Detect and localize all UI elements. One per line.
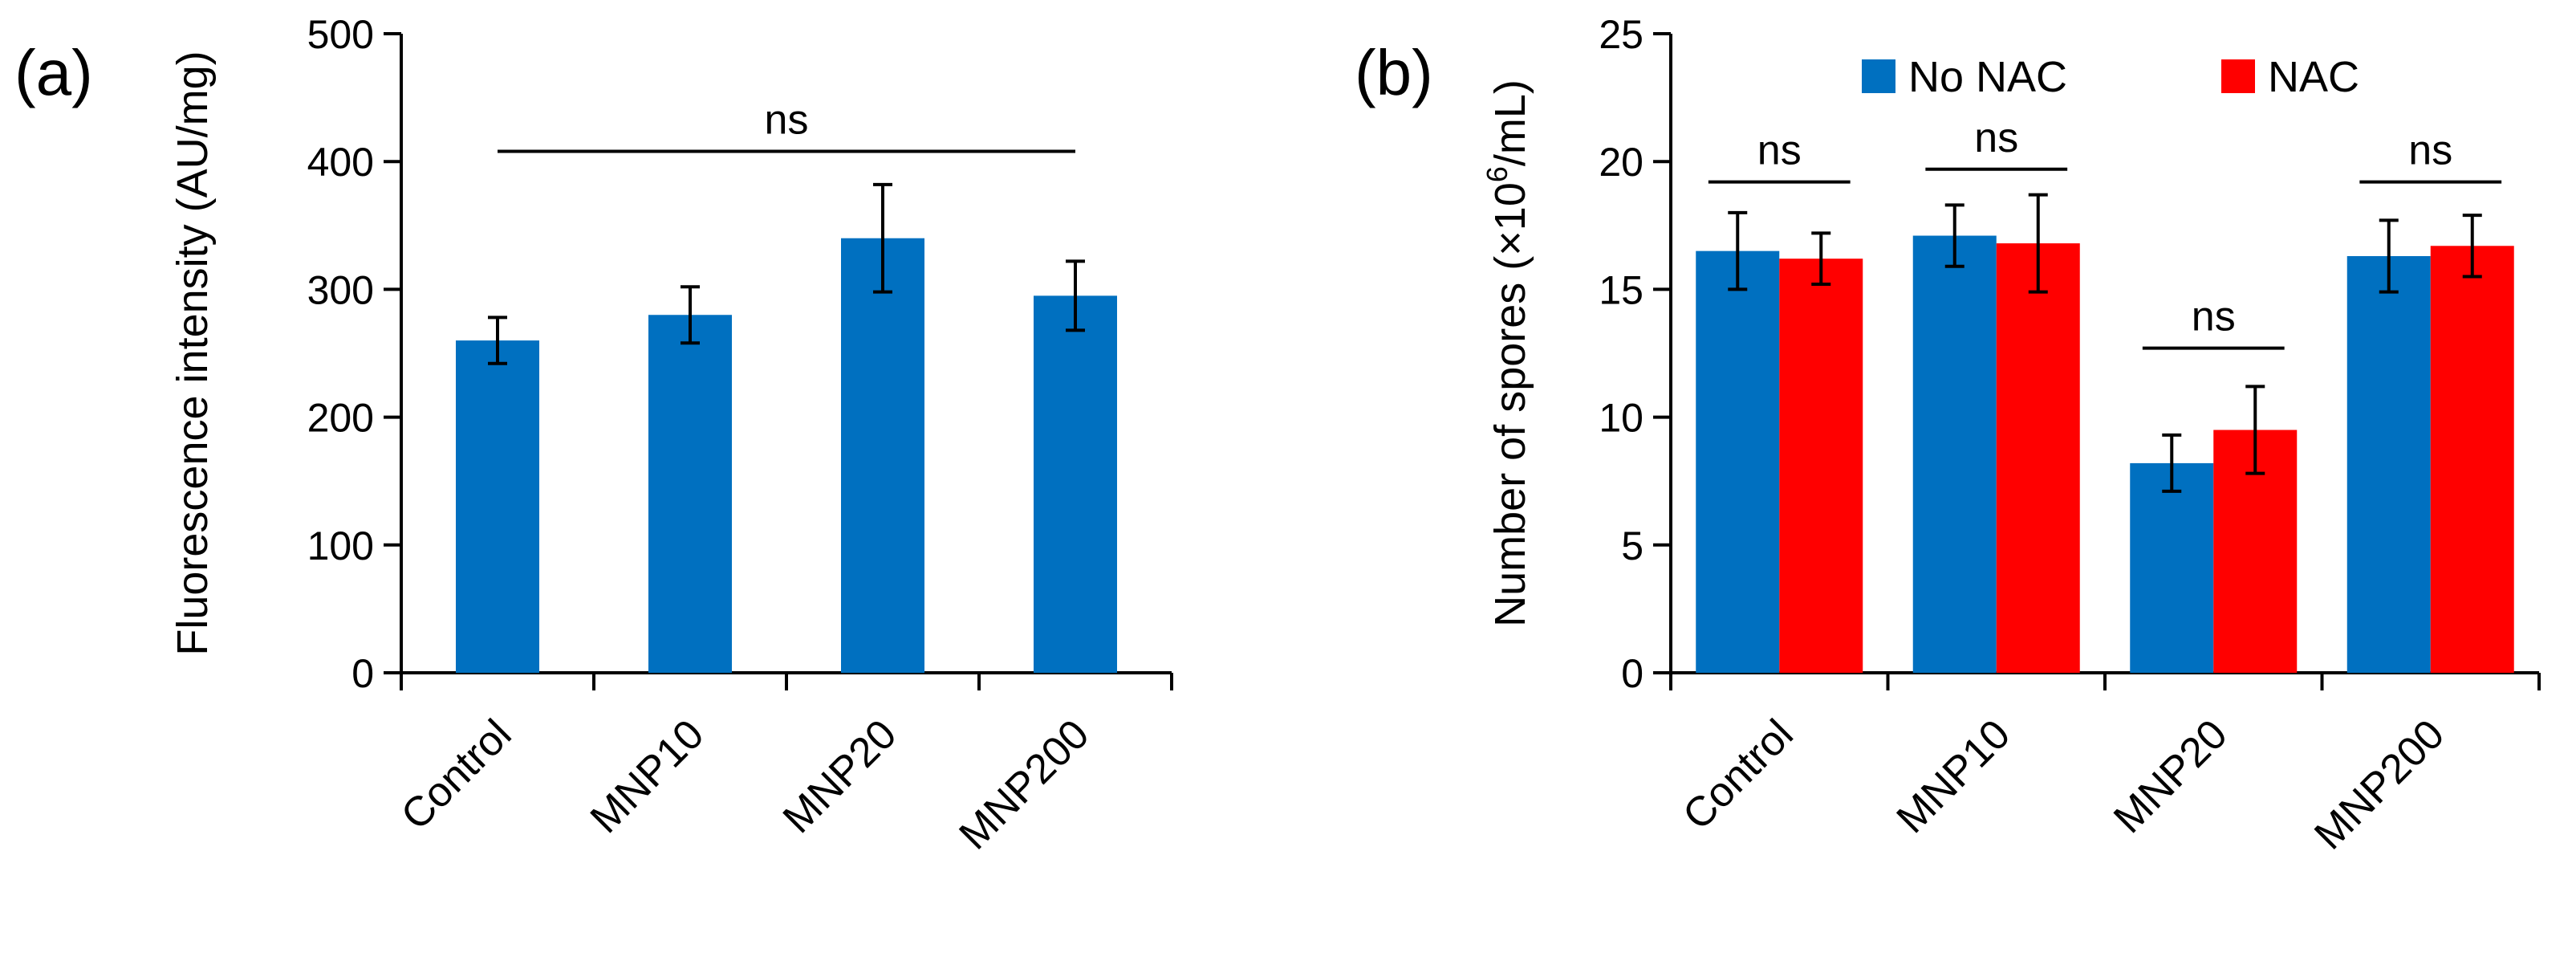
legend-swatch xyxy=(1862,59,1895,93)
legend-label: NAC xyxy=(2268,53,2359,101)
y-axis-title-suffix: /mL) xyxy=(1486,79,1534,166)
y-axis-title: Number of spores (×106/mL) xyxy=(1481,79,1534,627)
y-tick-label: 500 xyxy=(307,12,374,57)
panel-label: (b) xyxy=(1355,37,1433,108)
x-category-label: MNP10 xyxy=(1888,711,2020,842)
bar-nac xyxy=(1996,243,2080,673)
bar-no-nac xyxy=(1912,235,1997,673)
bar-value xyxy=(648,315,732,673)
bar-no-nac xyxy=(2346,256,2431,673)
y-tick-label: 10 xyxy=(1599,396,1644,441)
y-axis-title: Fluorescence intensity (AU/mg) xyxy=(169,51,217,655)
y-tick-label: 25 xyxy=(1599,12,1644,57)
significance-label: ns xyxy=(765,96,809,143)
panel-a-chart: (a) 0 100 200 300 400 500 Control MNP10 MNP20 MNP2… xyxy=(14,12,1173,859)
y-axis-title-exponent: 6 xyxy=(1481,166,1514,182)
x-category-label: MNP20 xyxy=(2105,711,2237,842)
significance-label: ns xyxy=(1974,115,2018,161)
y-tick-label: 0 xyxy=(1621,651,1644,696)
x-category-label: Control xyxy=(392,711,521,839)
y-tick-label: 100 xyxy=(307,523,374,568)
x-category-label: MNP200 xyxy=(2306,711,2453,858)
y-tick-label: 5 xyxy=(1621,523,1644,568)
y-tick-label: 20 xyxy=(1599,140,1644,185)
bar-nac xyxy=(1779,259,1863,673)
legend-swatch xyxy=(2221,59,2255,93)
x-category-label: Control xyxy=(1674,711,1802,839)
panel-label: (a) xyxy=(14,37,93,108)
y-tick-label: 0 xyxy=(351,651,374,696)
x-category-label: MNP10 xyxy=(582,711,713,842)
bar-no-nac xyxy=(1696,250,1780,673)
bar-value xyxy=(1034,295,1117,673)
bar-no-nac xyxy=(2130,462,2214,673)
significance-label: ns xyxy=(1757,128,1802,174)
y-tick-label: 400 xyxy=(307,140,374,185)
significance-label: ns xyxy=(2192,294,2236,340)
x-category-label: MNP20 xyxy=(774,711,906,842)
significance-label: ns xyxy=(2408,128,2452,174)
bar-value xyxy=(841,238,924,674)
panel-b-chart: (b) 0 5 10 15 20 25 Control MNP10 MNP20 MNP200 Numb… xyxy=(1355,12,2541,859)
bar-nac xyxy=(2430,246,2514,674)
bar-value xyxy=(456,340,539,673)
y-axis-title-prefix: Number of spores (×10 xyxy=(1486,182,1534,627)
y-tick-label: 200 xyxy=(307,396,374,441)
y-tick-label: 15 xyxy=(1599,267,1644,312)
x-category-label: MNP200 xyxy=(950,711,1098,858)
legend-label: No NAC xyxy=(1908,53,2067,101)
y-tick-label: 300 xyxy=(307,267,374,312)
